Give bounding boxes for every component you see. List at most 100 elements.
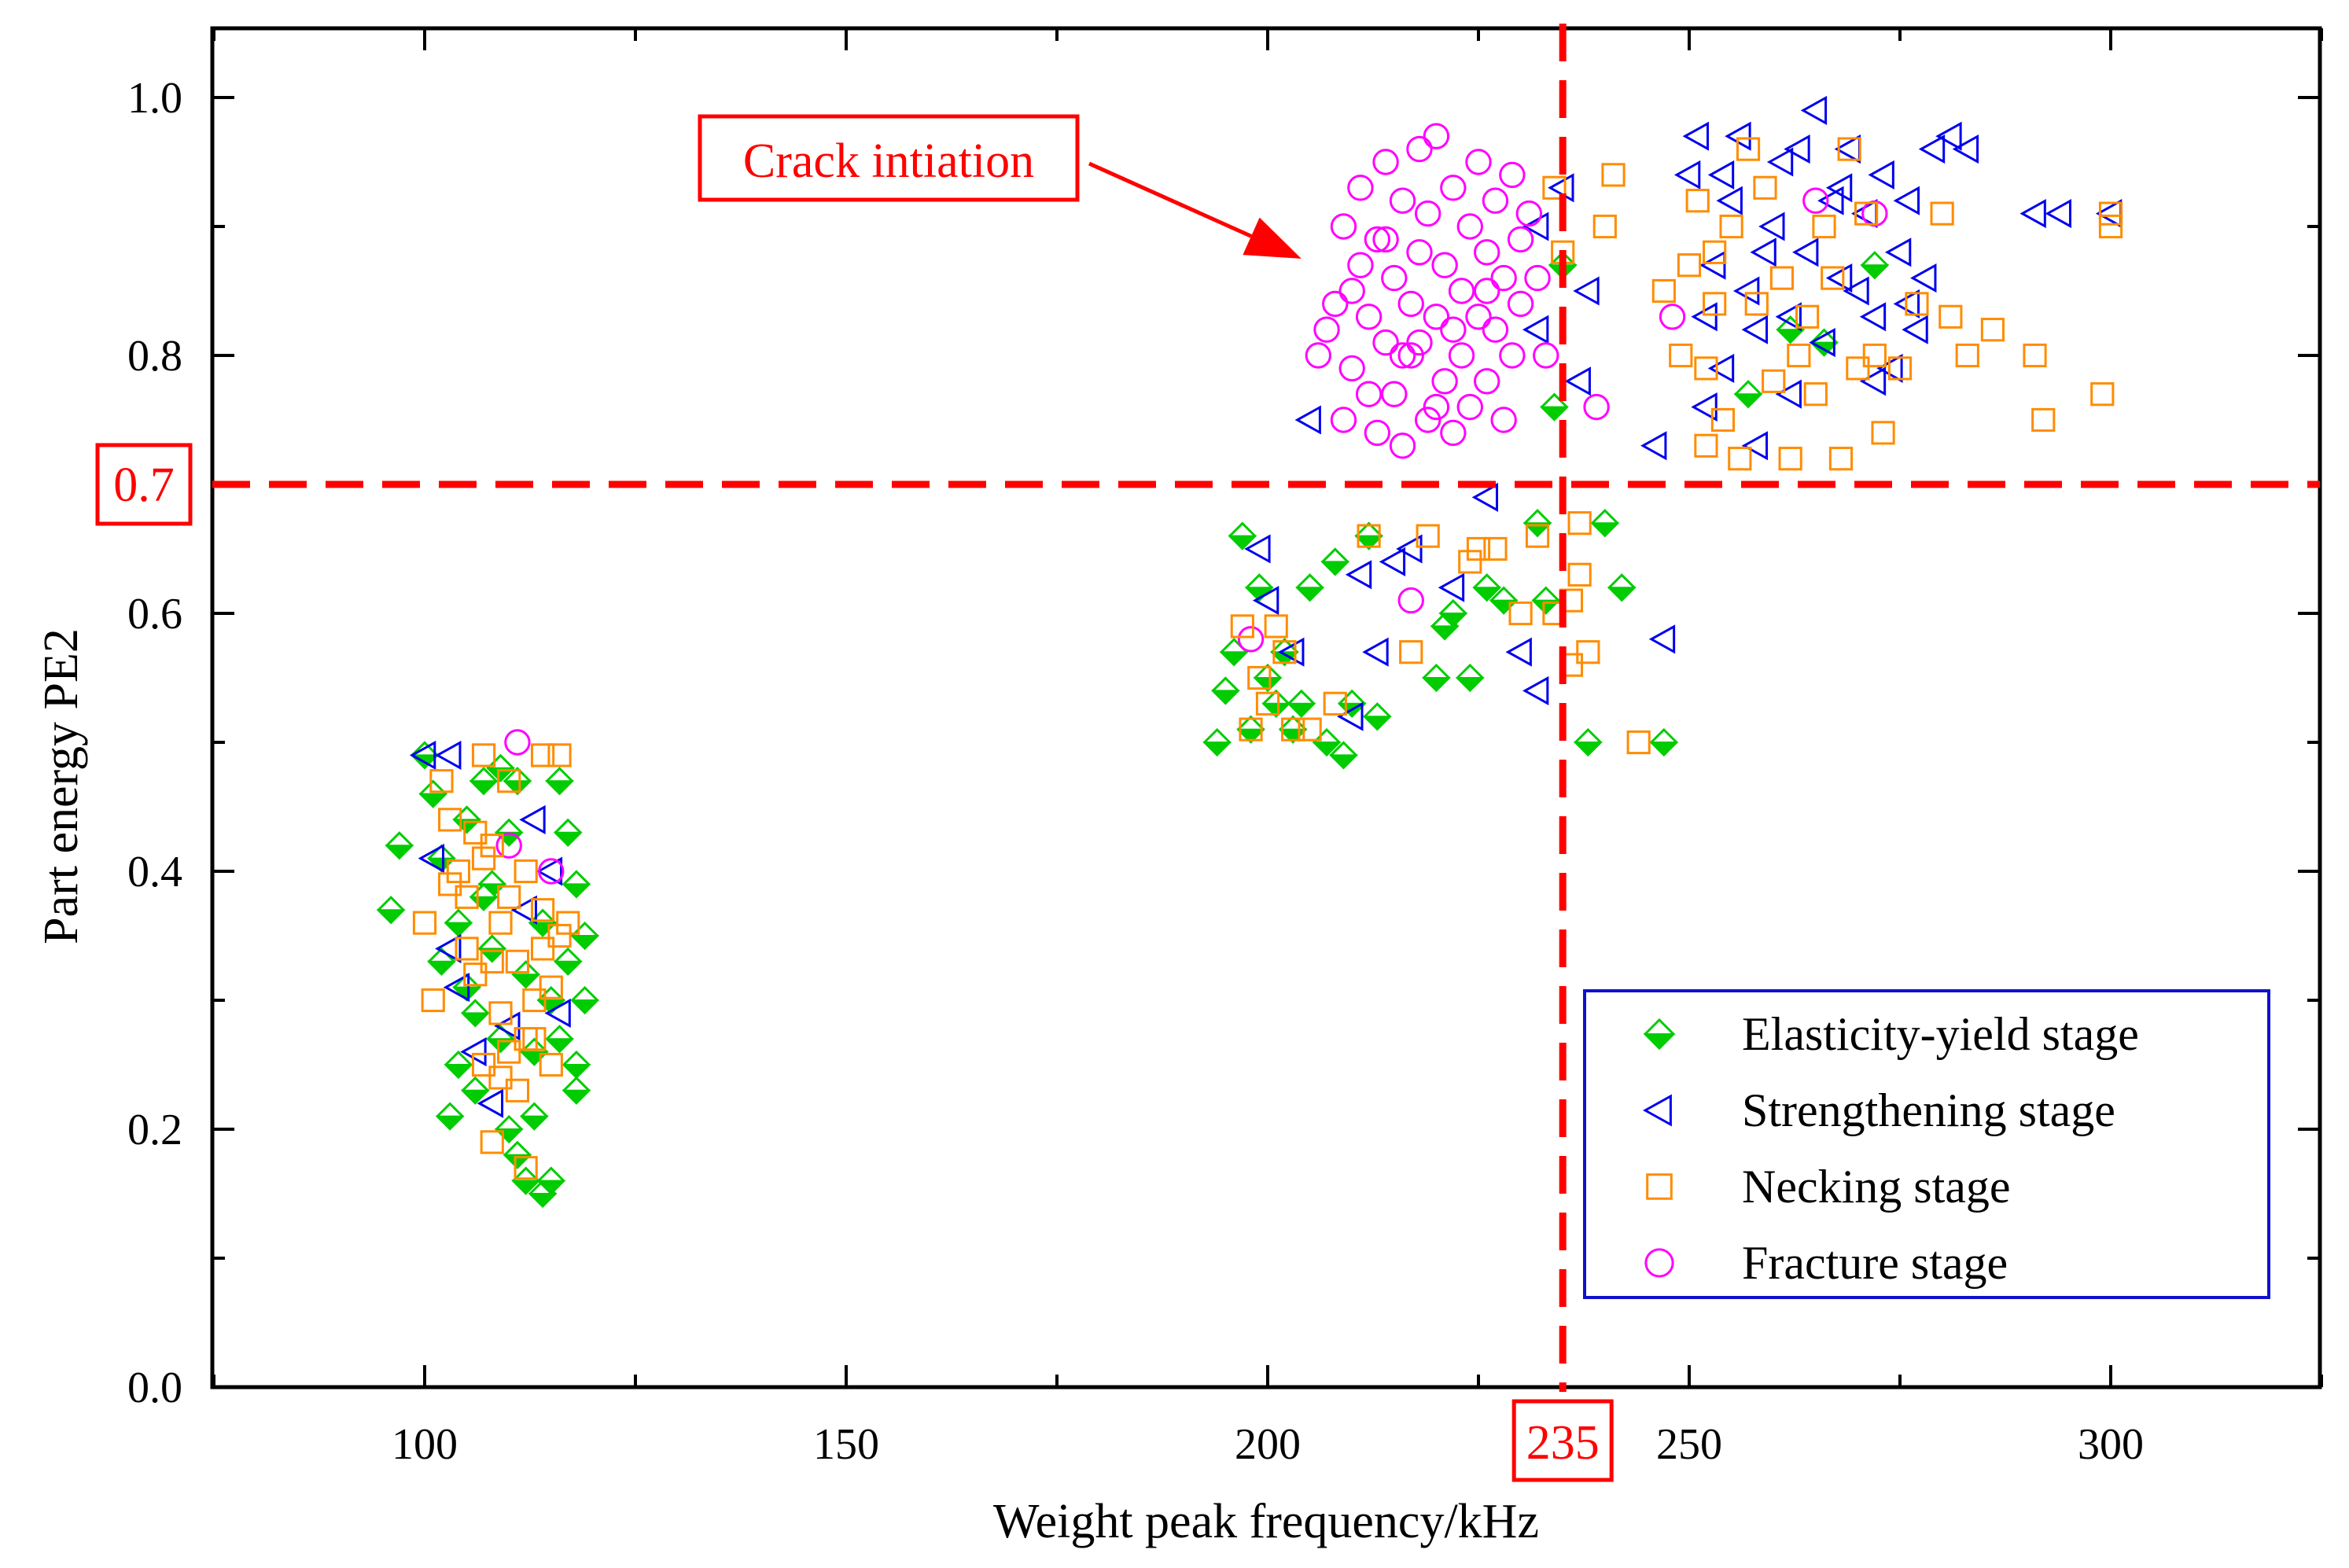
strengthening-point bbox=[1758, 212, 1785, 241]
elasticity-point-fill bbox=[511, 1180, 541, 1195]
strengthening-point bbox=[1918, 134, 1946, 164]
elasticity-point-fill bbox=[561, 1089, 591, 1105]
elasticity-point-fill bbox=[561, 1064, 591, 1079]
elasticity-point-fill bbox=[1312, 742, 1342, 756]
elasticity-point-fill bbox=[1649, 742, 1679, 756]
fracture-point bbox=[1389, 187, 1416, 214]
necking-point bbox=[522, 988, 547, 1013]
fracture-point bbox=[1583, 393, 1610, 421]
fracture-point bbox=[495, 832, 522, 859]
necking-point bbox=[1416, 524, 1440, 548]
strengthening-point bbox=[1345, 560, 1372, 590]
x-tick-label: 100 bbox=[392, 1420, 458, 1469]
necking-point bbox=[1955, 343, 1979, 368]
strengthening-point bbox=[1438, 572, 1465, 602]
necking-point bbox=[463, 963, 488, 987]
fracture-point bbox=[1431, 252, 1458, 278]
necking-point bbox=[1694, 356, 1718, 381]
necking-point bbox=[1567, 511, 1592, 536]
fracture-point bbox=[1330, 407, 1357, 433]
y-tick-label: 0.2 bbox=[127, 1106, 182, 1154]
strengthening-point bbox=[1825, 263, 1853, 293]
legend-marker-strengthening bbox=[1642, 1094, 1672, 1127]
elasticity-point-fill bbox=[452, 986, 482, 1002]
elasticity-point-fill bbox=[1607, 587, 1637, 602]
necking-point bbox=[438, 808, 462, 832]
necking-point bbox=[1677, 253, 1702, 278]
elasticity-point-fill bbox=[570, 999, 600, 1014]
necking-point bbox=[480, 834, 504, 858]
necking-point bbox=[1576, 640, 1600, 664]
necking-point bbox=[497, 1040, 521, 1064]
strengthening-point bbox=[1817, 186, 1844, 215]
y-tick-label: 0.8 bbox=[127, 332, 182, 381]
strengthening-point bbox=[477, 1088, 504, 1118]
necking-point bbox=[539, 975, 563, 999]
necking-point bbox=[514, 1156, 538, 1180]
fracture-point bbox=[1381, 264, 1408, 292]
elasticity-point-fill bbox=[1455, 677, 1485, 692]
elasticity-point-fill bbox=[1228, 535, 1257, 550]
necking-point bbox=[530, 743, 555, 767]
necking-point bbox=[2098, 214, 2123, 239]
elasticity-point-fill bbox=[1287, 702, 1316, 718]
necking-point bbox=[530, 937, 555, 961]
fracture-point bbox=[1423, 393, 1450, 421]
necking-point bbox=[1753, 175, 1777, 200]
necking-point bbox=[1703, 240, 1727, 264]
strengthening-point bbox=[1573, 276, 1600, 306]
necking-point bbox=[1703, 292, 1727, 316]
y-tick-label: 0.4 bbox=[127, 848, 182, 896]
fracture-point bbox=[1389, 342, 1416, 369]
necking-point bbox=[497, 885, 521, 909]
elasticity-point-fill bbox=[1329, 754, 1358, 769]
necking-point bbox=[1938, 304, 1963, 329]
fracture-point bbox=[1507, 226, 1534, 253]
strengthening-point bbox=[1294, 405, 1321, 435]
fracture-point bbox=[1448, 278, 1475, 304]
necking-point bbox=[539, 1052, 563, 1077]
necking-point bbox=[1710, 407, 1735, 432]
strengthening-point bbox=[1707, 160, 1735, 190]
strengthening-point bbox=[1699, 250, 1726, 280]
necking-point bbox=[471, 846, 496, 870]
fracture-point bbox=[1482, 187, 1509, 214]
necking-point bbox=[2031, 407, 2056, 432]
strengthening-point bbox=[2045, 199, 2071, 229]
strengthening-point bbox=[1337, 701, 1364, 731]
strengthening-point bbox=[1910, 263, 1937, 293]
elasticity-point-fill bbox=[1776, 329, 1806, 344]
elasticity-point-fill bbox=[1438, 613, 1468, 628]
fracture-point bbox=[1305, 342, 1332, 369]
necking-point bbox=[1651, 278, 1676, 304]
fracture-point bbox=[1482, 316, 1509, 343]
strengthening-point bbox=[544, 998, 571, 1028]
elasticity-point-fill bbox=[1236, 728, 1265, 744]
strengthening-point bbox=[1716, 186, 1743, 215]
legend-marker-fracture bbox=[1644, 1248, 1674, 1278]
necking-point bbox=[1862, 343, 1887, 368]
strengthening-point bbox=[1522, 675, 1549, 705]
elasticity-point-fill bbox=[385, 845, 414, 859]
necking-point bbox=[1694, 433, 1718, 458]
necking-point bbox=[1323, 691, 1347, 716]
elasticity-point-fill bbox=[1573, 742, 1603, 756]
fracture-point bbox=[1861, 200, 1888, 227]
horizontal-ref-label-box bbox=[95, 443, 193, 526]
necking-point bbox=[1846, 356, 1870, 381]
fracture-point bbox=[1474, 368, 1500, 395]
elasticity-point-fill bbox=[1362, 716, 1392, 731]
elasticity-point-fill bbox=[1472, 587, 1502, 602]
fracture-point bbox=[1448, 342, 1475, 369]
elasticity-point-fill bbox=[1210, 690, 1240, 705]
necking-point bbox=[1812, 214, 1836, 239]
elasticity-point-fill bbox=[503, 780, 532, 795]
horizontal-ref-label: 0.7 bbox=[113, 458, 175, 512]
elasticity-point-fill bbox=[528, 1193, 558, 1208]
strengthening-point bbox=[1682, 121, 1710, 151]
necking-point bbox=[514, 859, 538, 884]
strengthening-point bbox=[1648, 624, 1676, 654]
necking-point bbox=[530, 898, 555, 922]
elasticity-point-fill bbox=[460, 1089, 490, 1105]
